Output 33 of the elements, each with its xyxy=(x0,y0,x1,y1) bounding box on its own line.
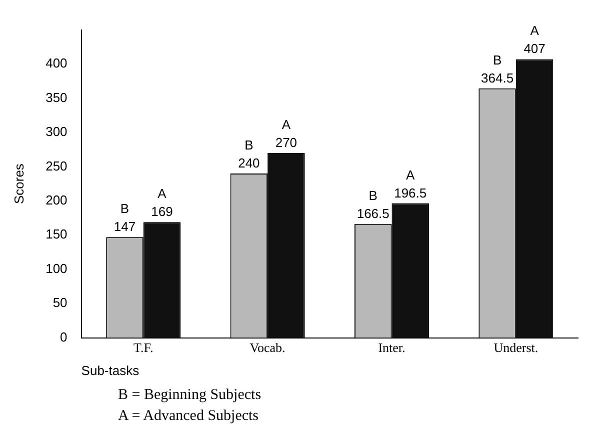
x-tick-label: Vocab. xyxy=(250,340,286,356)
data-label: 147 xyxy=(114,219,136,234)
data-label: 270 xyxy=(275,135,298,150)
text: B xyxy=(244,138,254,153)
x-tick-label: T.F. xyxy=(134,340,154,356)
text: B = Beginning Subjects xyxy=(118,387,262,404)
y-tick-label: 0 xyxy=(60,329,68,344)
text: A xyxy=(282,117,291,132)
x-tick-label: Underst. xyxy=(494,340,538,356)
y-axis-title: Scores xyxy=(11,163,26,204)
data-label: 169 xyxy=(151,204,173,220)
y-tick-label: 100 xyxy=(46,260,68,276)
data-label: 166.5 xyxy=(356,206,390,221)
x-tick-label: Inter. xyxy=(378,340,406,356)
y-tick-label: 350 xyxy=(46,90,68,105)
text: B xyxy=(492,52,502,68)
data-label: 407 xyxy=(524,41,546,56)
data-label: 196.5 xyxy=(394,185,427,200)
x-axis-title: Sub-tasks xyxy=(81,362,140,378)
text: A xyxy=(530,23,539,38)
text: A xyxy=(406,167,415,182)
series-label: B xyxy=(120,201,130,216)
series-label: A xyxy=(158,186,167,202)
y-tick-label: 250 xyxy=(46,158,68,174)
text: B xyxy=(368,188,378,203)
y-tick-label: 300 xyxy=(46,124,68,140)
data-label: 240 xyxy=(238,156,260,171)
text: A = Advanced Subjects xyxy=(118,408,260,425)
y-tick-label: 150 xyxy=(46,226,68,242)
y-tick-label: 400 xyxy=(46,56,68,71)
y-tick-label: 200 xyxy=(46,192,68,208)
data-label: 364.5 xyxy=(481,70,514,86)
y-tick-label: 50 xyxy=(52,295,68,310)
